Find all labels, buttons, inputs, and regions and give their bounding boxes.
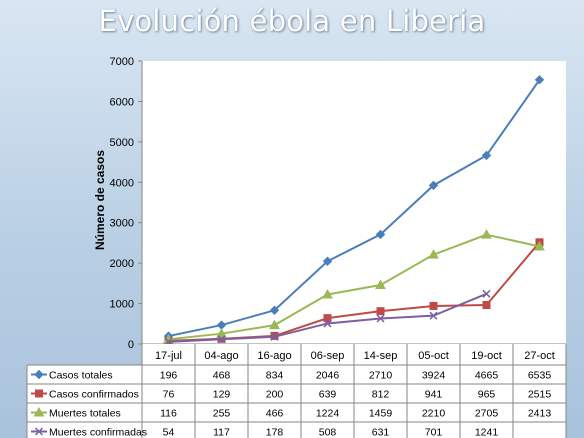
data-point (376, 307, 385, 316)
data-point (270, 332, 279, 341)
y-tick-label: 3000 (110, 218, 134, 230)
data-label: 639 (319, 389, 337, 401)
y-tick-label: 7000 (110, 56, 134, 68)
x-tick-label: 27-oct (524, 350, 555, 362)
data-point (375, 229, 386, 240)
legend-key (31, 427, 47, 436)
table-body-bg (27, 365, 566, 438)
data-point (216, 328, 227, 338)
data-point (322, 256, 333, 266)
data-label: 965 (478, 389, 496, 401)
data-point (376, 314, 385, 323)
series-line (168, 79, 541, 338)
data-table: 17-jul 04-ago 16-ago 06-sep 14-sep 05-oct 19-o… (26, 344, 567, 438)
data-point (428, 180, 439, 191)
data-point (534, 75, 545, 85)
data-point (481, 150, 492, 161)
data-label: 2710 (369, 370, 393, 382)
y-tick-label: 5000 (110, 137, 134, 149)
data-label: 508 (319, 427, 337, 438)
x-tick-label: 06-sep (311, 350, 345, 362)
data-label: 196 (160, 370, 178, 382)
data-label: 1224 (316, 408, 340, 420)
data-point (217, 335, 226, 344)
x-tick-label: 19-oct (471, 350, 502, 362)
legend-label: Muertes confirmadas (49, 427, 147, 438)
data-point (429, 311, 438, 320)
y-axis-label: Número de casos (93, 150, 107, 250)
data-label: 2515 (528, 389, 552, 401)
data-point (323, 314, 332, 323)
data-label: 468 (213, 370, 231, 382)
data-point (481, 229, 492, 239)
data-label: 54 (163, 427, 175, 438)
data-label: 466 (266, 408, 284, 420)
x-tick-label: 14-sep (364, 350, 398, 362)
data-point (269, 305, 280, 315)
legend-label: Muertes totales (49, 408, 121, 420)
data-label: 6535 (528, 370, 552, 382)
data-label: 2210 (422, 408, 446, 420)
legend-key (31, 369, 47, 380)
legend-label: Casos confirmados (49, 389, 139, 401)
series-muertes-confirmadas (164, 289, 491, 346)
data-label: 2046 (316, 370, 340, 382)
data-label: 129 (213, 389, 231, 401)
data-point (534, 240, 545, 251)
x-tick-label: 05-oct (418, 350, 449, 362)
data-label: 1241 (475, 427, 499, 438)
data-point (33, 406, 45, 417)
y-tick-label: 1000 (110, 299, 134, 311)
legend-label: Casos totales (49, 370, 113, 382)
data-point (323, 319, 332, 328)
data-point (34, 427, 44, 436)
x-tick-label: 04-ago (204, 350, 238, 362)
data-label: 117 (213, 427, 230, 438)
legend-key (31, 406, 47, 417)
data-point (34, 369, 44, 380)
data-point (322, 288, 333, 299)
y-tick-label: 0 (128, 339, 134, 351)
data-label: 812 (372, 389, 390, 401)
data-label: 2705 (475, 408, 499, 420)
data-label: 941 (425, 389, 443, 401)
data-label: 2413 (528, 408, 552, 420)
data-label: 200 (266, 389, 284, 401)
data-label: 701 (425, 427, 443, 438)
data-point (429, 301, 438, 310)
data-label: 116 (160, 408, 177, 420)
x-tick-label: 16-ago (257, 350, 291, 362)
series-casos-totales (163, 75, 545, 341)
data-point (482, 300, 491, 309)
y-tick-label: 2000 (110, 258, 134, 270)
series-line (168, 233, 540, 341)
series-layer (163, 75, 545, 346)
data-label: 4665 (475, 370, 499, 382)
data-label: 834 (266, 370, 284, 382)
data-point (428, 249, 439, 259)
data-label: 255 (213, 408, 231, 420)
data-point (269, 319, 280, 330)
y-tick-label: 6000 (110, 96, 134, 108)
data-label: 631 (372, 427, 390, 438)
y-axis-ticks: 0 1000 2000 3000 4000 5000 6000 7000 (110, 56, 142, 351)
data-label: 1459 (369, 408, 393, 420)
series-muertes-totales (163, 229, 545, 344)
x-tick-label: 17-jul (155, 350, 182, 362)
data-label: 178 (266, 427, 284, 438)
data-point (482, 289, 491, 298)
legend-key (31, 389, 47, 398)
data-label: 3924 (422, 370, 446, 382)
data-label: 76 (163, 389, 175, 401)
y-tick-label: 4000 (110, 177, 134, 189)
slide-title: Evolución ébola en Liberia (98, 4, 486, 38)
data-point (375, 279, 386, 290)
data-point (35, 389, 43, 398)
plot-background (142, 61, 566, 344)
